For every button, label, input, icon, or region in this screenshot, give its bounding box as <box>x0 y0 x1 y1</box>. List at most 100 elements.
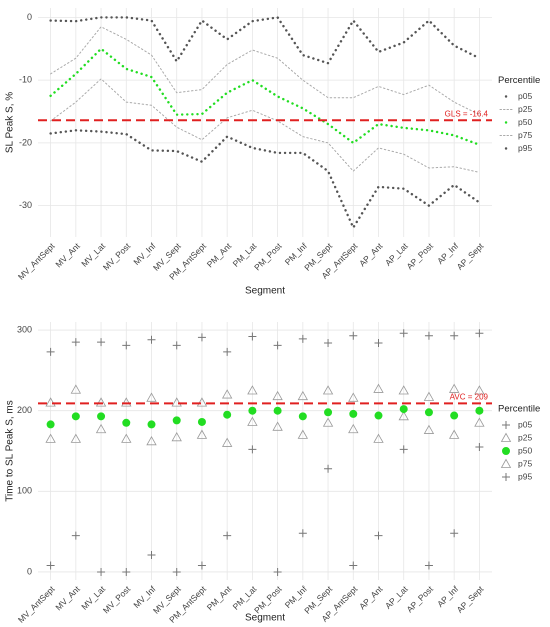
x-tick-label: AP_Ant <box>357 240 385 268</box>
triangle-marker <box>322 385 334 395</box>
circle-marker <box>424 408 433 417</box>
triangle-marker <box>423 424 435 434</box>
triangle-marker <box>196 429 208 439</box>
plus-marker <box>248 445 257 454</box>
triangle-marker <box>272 390 283 401</box>
triangle-marker <box>121 397 132 407</box>
plus-marker <box>172 567 181 576</box>
triangle-marker <box>297 390 309 401</box>
triangle-marker <box>373 433 384 443</box>
circle-marker <box>46 420 55 429</box>
plus-marker <box>475 442 484 451</box>
triangle-marker <box>247 385 258 395</box>
legend-label: p25 <box>518 432 532 442</box>
triangle-marker <box>95 423 107 434</box>
x-tick-label: AP_Post <box>404 240 435 271</box>
x-tick-label: AP_Sept <box>455 583 486 614</box>
plus-marker <box>248 332 257 341</box>
circle-marker <box>223 410 232 419</box>
x-tick-label: MV_Ant <box>53 240 82 269</box>
plus-marker <box>46 561 55 570</box>
circle-marker <box>450 411 459 420</box>
circle-marker <box>172 416 181 425</box>
plus-marker <box>223 531 232 540</box>
triangle-marker <box>423 391 435 401</box>
plus-marker <box>502 421 510 429</box>
plus-marker <box>424 331 433 340</box>
triangle-marker <box>373 383 384 393</box>
circle-marker <box>349 409 358 418</box>
plus-marker <box>172 341 181 350</box>
plus-marker <box>475 329 484 338</box>
plus-marker <box>298 529 307 538</box>
x-tick-label: AP_Sept <box>455 240 486 271</box>
x-axis-title: Segment <box>245 613 285 624</box>
y-tick-label: 100 <box>17 486 32 496</box>
series-line <box>49 47 481 146</box>
legend-title: Percentile <box>498 75 540 86</box>
reference-label: GLS = -16.4 <box>445 109 489 118</box>
series-line <box>49 129 481 231</box>
plus-marker <box>97 567 106 576</box>
circle-marker <box>298 412 307 421</box>
plus-marker <box>197 561 206 570</box>
plus-marker <box>197 333 206 342</box>
y-tick-label: 0 <box>27 12 32 22</box>
triangle-marker <box>247 416 258 426</box>
y-axis-title: Time to SL Peak S, ms <box>5 400 16 502</box>
triangle-marker <box>398 411 409 421</box>
y-tick-label: -20 <box>19 137 32 147</box>
triangle-marker <box>348 423 359 434</box>
circle-marker <box>475 406 484 415</box>
plus-marker <box>324 338 333 347</box>
circle-marker <box>502 447 510 455</box>
plus-marker <box>97 338 106 347</box>
legend-label: p25 <box>518 104 532 114</box>
x-tick-label: MV_Post <box>101 583 133 615</box>
triangle-marker <box>474 385 485 395</box>
plus-marker <box>273 341 282 350</box>
plus-marker <box>71 531 80 540</box>
triangle-marker <box>171 431 182 442</box>
x-tick-label: MV_AntSept <box>16 240 57 281</box>
triangle-marker <box>70 433 82 443</box>
triangle-marker <box>70 384 82 394</box>
triangle-marker <box>474 417 485 427</box>
x-tick-label: AP_Ant <box>357 583 385 611</box>
legend-label: p05 <box>518 419 532 429</box>
x-tick-label: AP_Post <box>404 583 435 614</box>
triangle-marker <box>221 389 233 399</box>
plus-marker <box>122 567 131 576</box>
triangle-marker <box>398 385 409 395</box>
legend-label: p75 <box>518 458 532 468</box>
x-tick-label: PM_Post <box>252 240 284 272</box>
plus-marker <box>450 331 459 340</box>
triangle-marker <box>448 383 460 393</box>
plus-marker <box>147 551 156 560</box>
plus-marker <box>273 567 282 576</box>
plus-marker <box>298 334 307 343</box>
triangle-marker <box>196 397 208 407</box>
y-tick-label: 200 <box>17 405 32 415</box>
triangle-marker <box>448 429 460 439</box>
x-tick-label: PM_Ant <box>205 240 234 269</box>
series-line <box>49 16 481 65</box>
circle-marker <box>399 405 408 414</box>
legend-label: p95 <box>518 471 532 481</box>
plus-marker <box>122 341 131 350</box>
y-tick-label: 300 <box>17 324 32 334</box>
triangle-marker <box>171 397 182 407</box>
legend-label: p50 <box>518 117 532 127</box>
plus-marker <box>374 338 383 347</box>
circle-marker <box>273 406 282 415</box>
series-line <box>50 78 480 173</box>
legend-label: p05 <box>518 91 532 101</box>
y-tick-label: 0 <box>27 566 32 576</box>
y-tick-label: -30 <box>19 200 32 210</box>
legend-label: p50 <box>518 445 532 455</box>
plus-marker <box>502 473 510 481</box>
x-axis-title: Segment <box>245 286 285 297</box>
circle-marker <box>374 411 383 420</box>
plus-marker <box>349 561 358 570</box>
plus-marker <box>424 561 433 570</box>
